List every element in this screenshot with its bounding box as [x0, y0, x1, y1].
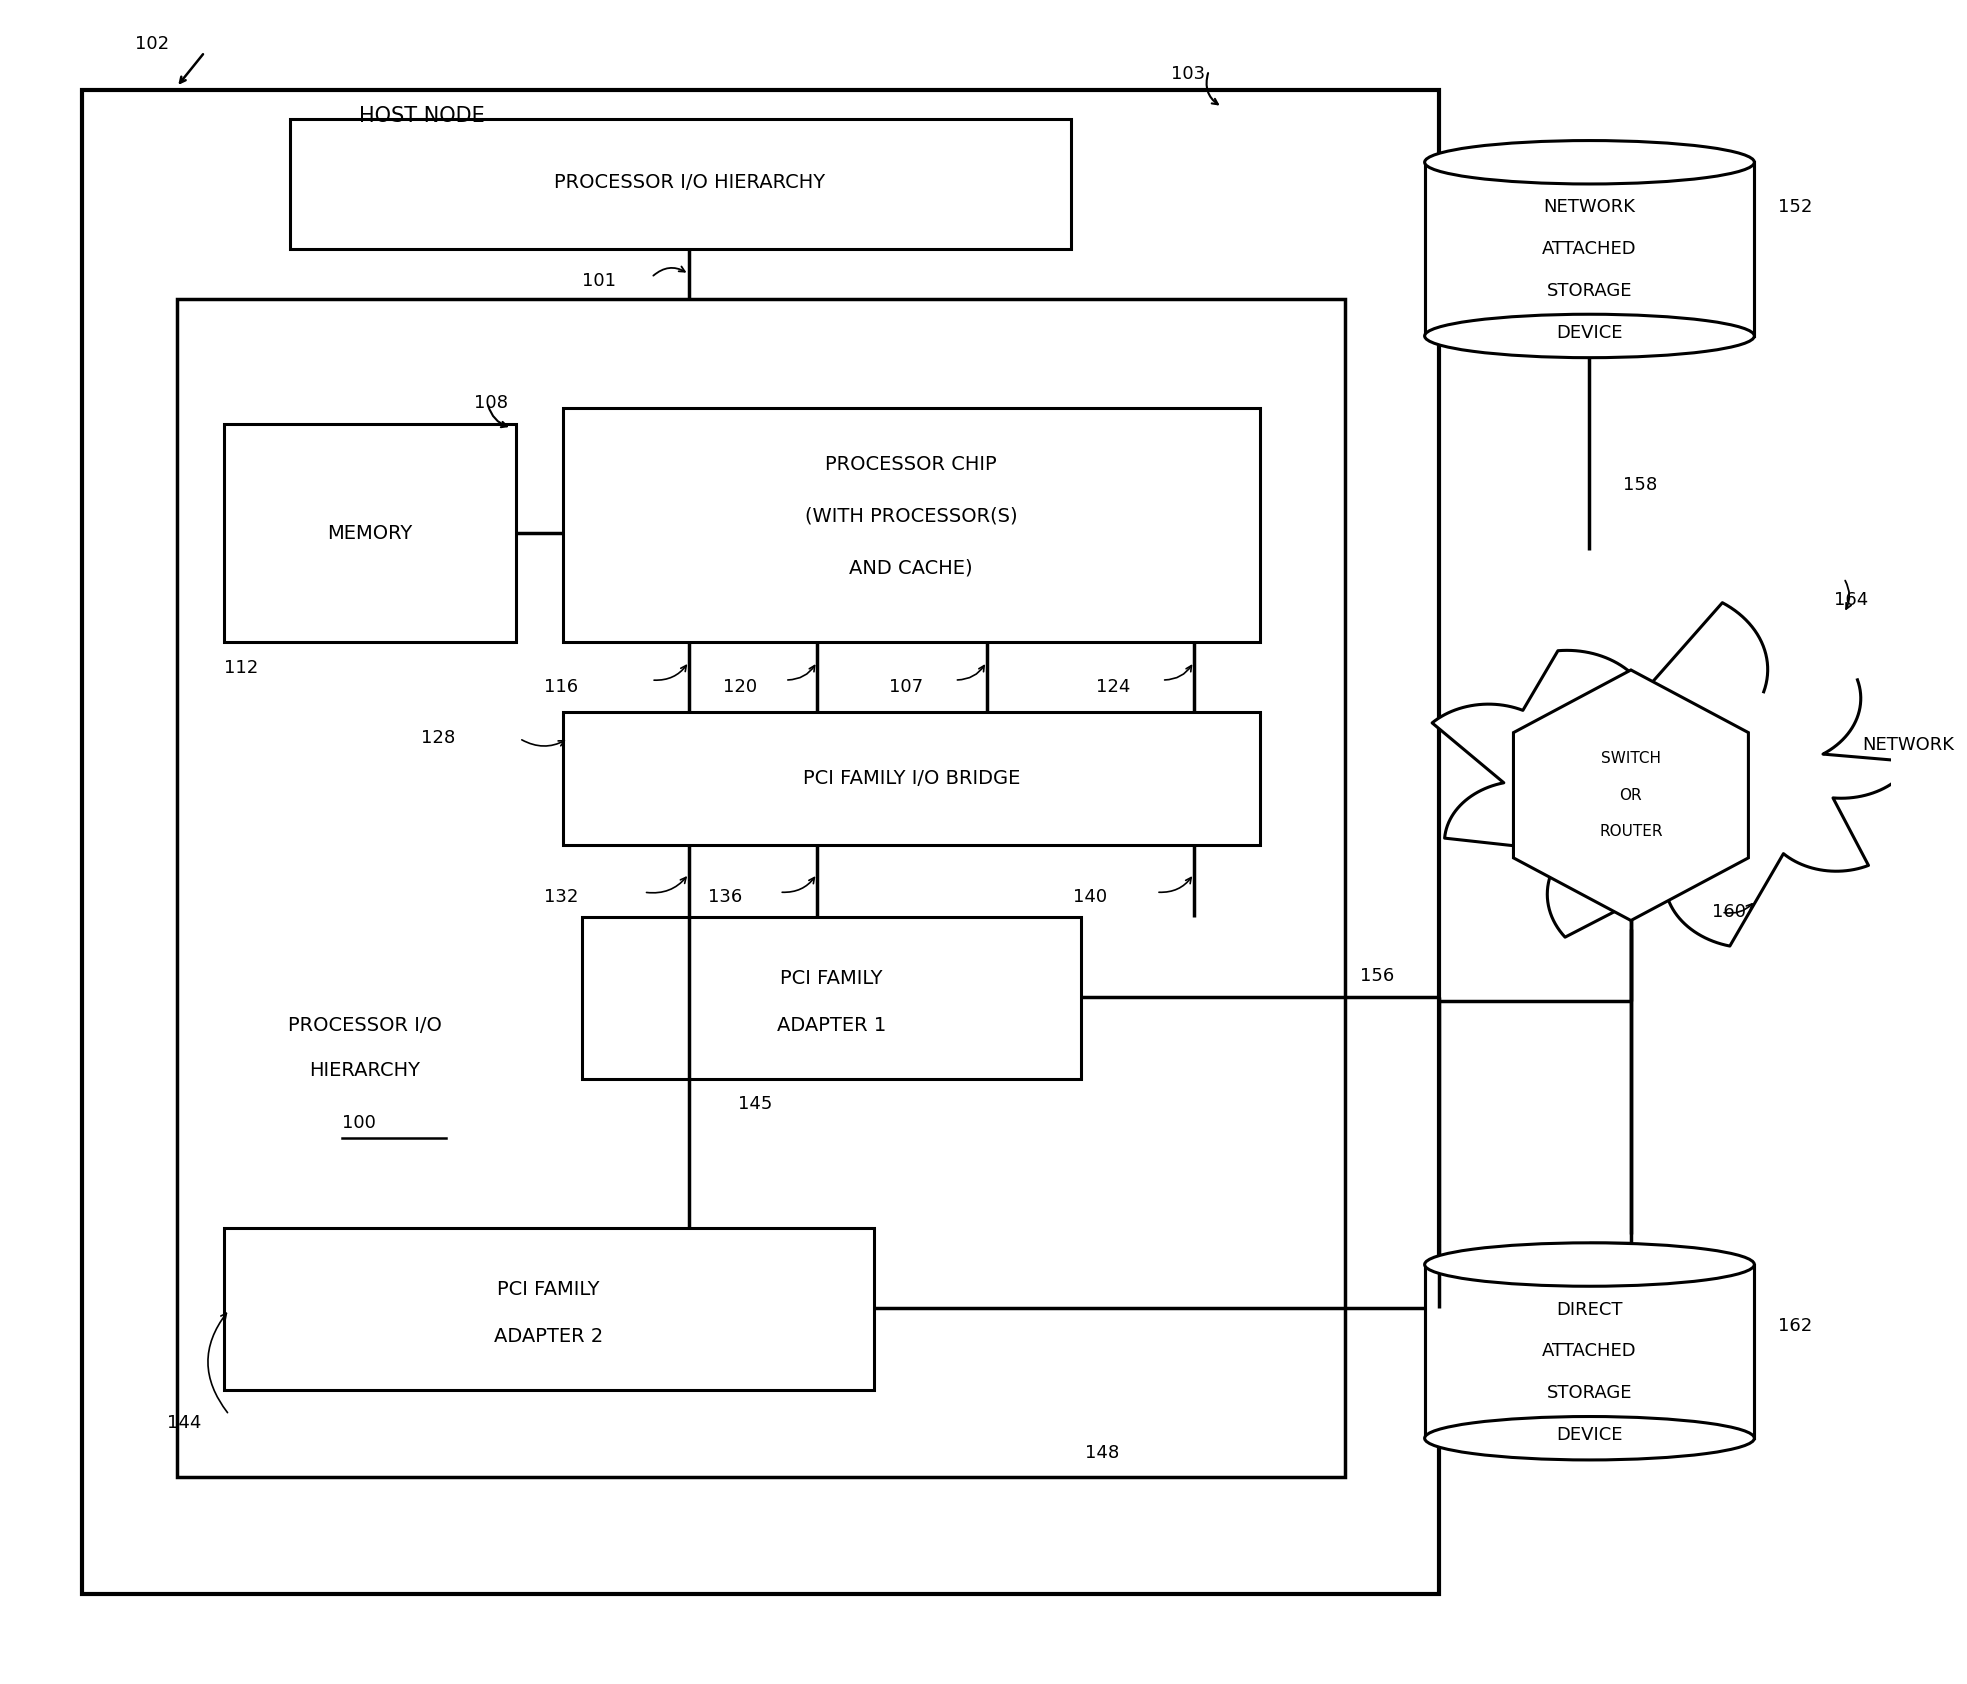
FancyBboxPatch shape [582, 918, 1080, 1079]
FancyBboxPatch shape [224, 1228, 873, 1389]
Text: 124: 124 [1096, 677, 1131, 695]
Text: 152: 152 [1778, 199, 1812, 216]
Text: 136: 136 [708, 887, 742, 906]
FancyBboxPatch shape [563, 408, 1259, 642]
Text: 140: 140 [1074, 887, 1107, 906]
Text: 108: 108 [474, 394, 507, 413]
Text: 128: 128 [421, 729, 456, 748]
Text: DIRECT: DIRECT [1556, 1300, 1623, 1319]
Text: 112: 112 [224, 660, 258, 677]
Text: ADAPTER 1: ADAPTER 1 [777, 1015, 885, 1036]
Text: STORAGE: STORAGE [1546, 281, 1633, 300]
FancyBboxPatch shape [83, 91, 1438, 1593]
Text: 107: 107 [889, 677, 923, 695]
Ellipse shape [1424, 1416, 1755, 1460]
FancyBboxPatch shape [1424, 1265, 1755, 1438]
Text: PROCESSOR I/O: PROCESSOR I/O [287, 1015, 443, 1036]
Text: HOST NODE: HOST NODE [358, 106, 484, 126]
Text: HIERARCHY: HIERARCHY [309, 1061, 421, 1081]
FancyBboxPatch shape [1424, 162, 1755, 335]
Text: 148: 148 [1084, 1445, 1119, 1462]
Text: ATTACHED: ATTACHED [1542, 1342, 1637, 1361]
Text: PCI FAMILY: PCI FAMILY [781, 970, 883, 989]
FancyBboxPatch shape [177, 300, 1345, 1477]
Text: NETWORK: NETWORK [1544, 199, 1635, 216]
Text: 156: 156 [1359, 967, 1395, 985]
Text: OR: OR [1619, 788, 1642, 803]
Text: PCI FAMILY I/O BRIDGE: PCI FAMILY I/O BRIDGE [803, 770, 1021, 788]
Text: (WITH PROCESSOR(S): (WITH PROCESSOR(S) [805, 507, 1017, 525]
Text: 100: 100 [342, 1113, 376, 1132]
Text: 102: 102 [136, 35, 169, 52]
Polygon shape [1513, 670, 1749, 921]
Text: ADAPTER 2: ADAPTER 2 [494, 1327, 604, 1346]
Text: 164: 164 [1835, 591, 1869, 610]
Text: ATTACHED: ATTACHED [1542, 241, 1637, 258]
Text: 160: 160 [1711, 903, 1747, 921]
Text: 116: 116 [545, 677, 578, 695]
Text: MEMORY: MEMORY [327, 524, 413, 542]
Text: PROCESSOR I/O HIERARCHY: PROCESSOR I/O HIERARCHY [555, 173, 826, 192]
Text: 158: 158 [1623, 475, 1658, 493]
Text: DEVICE: DEVICE [1556, 1426, 1623, 1443]
Text: STORAGE: STORAGE [1546, 1384, 1633, 1403]
Text: DEVICE: DEVICE [1556, 323, 1623, 342]
Ellipse shape [1424, 140, 1755, 184]
FancyBboxPatch shape [289, 120, 1072, 249]
Text: 144: 144 [167, 1415, 201, 1431]
Text: AND CACHE): AND CACHE) [850, 559, 974, 578]
Text: 103: 103 [1170, 64, 1206, 83]
Text: 145: 145 [738, 1095, 773, 1113]
Text: PCI FAMILY: PCI FAMILY [498, 1280, 600, 1298]
FancyBboxPatch shape [563, 712, 1259, 845]
Text: 101: 101 [582, 271, 616, 290]
Ellipse shape [1424, 315, 1755, 357]
Text: PROCESSOR CHIP: PROCESSOR CHIP [826, 455, 997, 475]
Polygon shape [1432, 603, 1912, 946]
Ellipse shape [1424, 1243, 1755, 1287]
Text: ROUTER: ROUTER [1599, 825, 1662, 840]
Text: 120: 120 [722, 677, 757, 695]
Text: 162: 162 [1778, 1317, 1812, 1335]
FancyBboxPatch shape [224, 424, 515, 642]
Text: SWITCH: SWITCH [1601, 751, 1660, 766]
Text: 132: 132 [545, 887, 578, 906]
Text: NETWORK: NETWORK [1863, 736, 1955, 754]
